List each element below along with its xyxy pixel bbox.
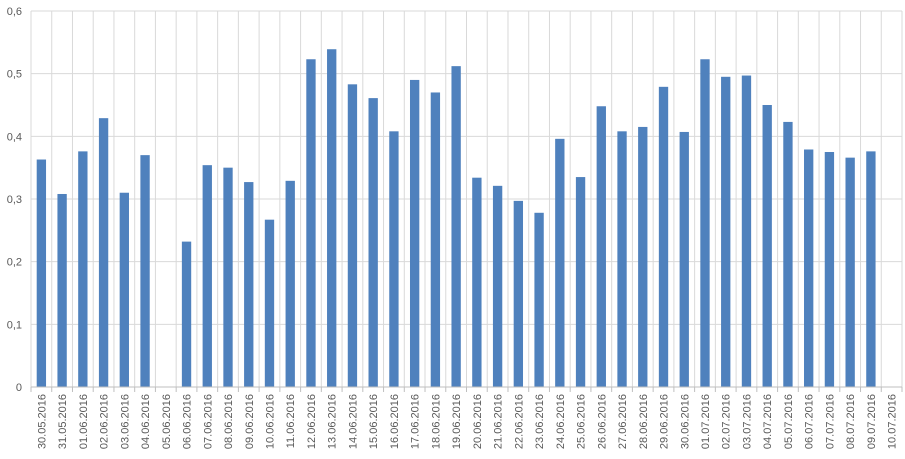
x-tick-label: 03.07.2016 bbox=[741, 394, 753, 449]
bar bbox=[181, 241, 192, 387]
bar bbox=[451, 66, 461, 387]
bar bbox=[223, 167, 233, 387]
x-tick-label: 25.06.2016 bbox=[576, 394, 588, 449]
bar bbox=[845, 157, 855, 387]
x-tick-label: 02.06.2016 bbox=[99, 394, 111, 449]
x-tick-label: 19.06.2016 bbox=[451, 394, 463, 449]
x-axis-tick-labels: 30.05.2016 31.05.2016 01.06.2016 02.06.2016… bbox=[36, 394, 898, 449]
x-tick-label: 22.06.2016 bbox=[513, 394, 525, 449]
bar bbox=[741, 75, 752, 388]
x-tick-label: 23.06.2016 bbox=[534, 394, 546, 449]
x-tick-label: 26.06.2016 bbox=[596, 394, 608, 449]
bar bbox=[285, 180, 295, 387]
x-tick-label: 29.06.2016 bbox=[659, 394, 671, 449]
x-tick-label: 30.05.2016 bbox=[36, 394, 48, 449]
x-tick-label: 28.06.2016 bbox=[638, 394, 650, 449]
x-tick-label: 09.06.2016 bbox=[244, 394, 256, 449]
bar bbox=[866, 151, 876, 387]
x-axis bbox=[30, 386, 903, 392]
bar bbox=[347, 84, 358, 387]
bar bbox=[783, 121, 793, 388]
x-tick-label: 03.06.2016 bbox=[119, 394, 131, 449]
bar bbox=[327, 49, 337, 388]
bar bbox=[472, 177, 482, 387]
bar bbox=[78, 151, 88, 387]
x-tick-label: 31.05.2016 bbox=[57, 394, 69, 449]
y-tick-label: 0,2 bbox=[7, 257, 22, 269]
bar bbox=[555, 138, 565, 387]
bar bbox=[244, 182, 254, 387]
y-tick-label: 0,5 bbox=[7, 69, 22, 81]
x-tick-label: 18.06.2016 bbox=[430, 394, 442, 449]
x-tick-label: 07.07.2016 bbox=[824, 394, 836, 449]
x-tick-label: 16.06.2016 bbox=[389, 394, 401, 449]
bar bbox=[57, 193, 67, 387]
gridlines bbox=[30, 10, 903, 387]
bar bbox=[679, 131, 689, 387]
x-tick-label: 15.06.2016 bbox=[368, 394, 380, 449]
x-tick-label: 10.07.2016 bbox=[887, 394, 899, 449]
y-tick-label: 0,4 bbox=[7, 131, 22, 143]
bar bbox=[658, 86, 669, 388]
x-tick-label: 14.06.2016 bbox=[347, 394, 359, 449]
x-tick-label: 01.07.2016 bbox=[700, 394, 712, 449]
bar bbox=[700, 59, 710, 388]
x-tick-label: 12.06.2016 bbox=[306, 394, 318, 449]
x-tick-label: 01.06.2016 bbox=[78, 394, 90, 449]
bar bbox=[368, 98, 378, 388]
bar bbox=[119, 192, 129, 387]
x-tick-label: 09.07.2016 bbox=[866, 394, 878, 449]
x-tick-label: 04.06.2016 bbox=[140, 394, 152, 449]
bar bbox=[140, 155, 150, 387]
x-tick-label: 27.06.2016 bbox=[617, 394, 629, 449]
bar bbox=[824, 152, 835, 387]
y-tick-label: 0 bbox=[16, 382, 22, 394]
bar bbox=[36, 159, 47, 387]
x-tick-label: 05.07.2016 bbox=[783, 394, 795, 449]
x-tick-label: 07.06.2016 bbox=[202, 394, 214, 449]
y-tick-label: 0,1 bbox=[7, 319, 22, 331]
y-tick-label: 0,3 bbox=[7, 194, 22, 206]
bar bbox=[575, 177, 586, 387]
x-tick-label: 02.07.2016 bbox=[721, 394, 733, 449]
bar bbox=[306, 59, 316, 388]
bar bbox=[264, 219, 275, 387]
x-tick-label: 10.06.2016 bbox=[264, 394, 276, 449]
bar bbox=[804, 149, 814, 387]
x-tick-label: 11.06.2016 bbox=[285, 394, 297, 448]
bar bbox=[617, 131, 627, 387]
bar bbox=[638, 126, 648, 387]
bar bbox=[409, 79, 420, 387]
x-tick-label: 08.06.2016 bbox=[223, 394, 235, 449]
bar bbox=[534, 212, 544, 387]
x-tick-label: 04.07.2016 bbox=[762, 394, 774, 449]
bar bbox=[721, 76, 731, 388]
bar bbox=[202, 165, 212, 387]
x-tick-label: 17.06.2016 bbox=[410, 394, 422, 449]
x-tick-label: 06.06.2016 bbox=[182, 394, 194, 449]
bar bbox=[513, 200, 524, 387]
bar bbox=[430, 92, 441, 387]
x-tick-label: 05.06.2016 bbox=[161, 394, 173, 449]
x-tick-label: 20.06.2016 bbox=[472, 394, 484, 449]
x-tick-label: 21.06.2016 bbox=[493, 394, 505, 449]
bar bbox=[762, 105, 772, 387]
x-tick-label: 06.07.2016 bbox=[804, 394, 816, 449]
y-tick-label: 0,6 bbox=[7, 6, 22, 18]
bar bbox=[98, 118, 109, 387]
x-tick-label: 24.06.2016 bbox=[555, 394, 567, 449]
y-axis-tick-labels: 0 0,1 0,2 0,3 0,4 0,5 0,6 bbox=[7, 6, 22, 394]
x-tick-label: 13.06.2016 bbox=[327, 394, 339, 449]
x-tick-label: 30.06.2016 bbox=[679, 394, 691, 449]
bars bbox=[36, 49, 876, 388]
bar bbox=[389, 131, 399, 387]
bar bbox=[596, 106, 606, 388]
bar bbox=[492, 185, 503, 387]
x-tick-label: 08.07.2016 bbox=[845, 394, 857, 449]
